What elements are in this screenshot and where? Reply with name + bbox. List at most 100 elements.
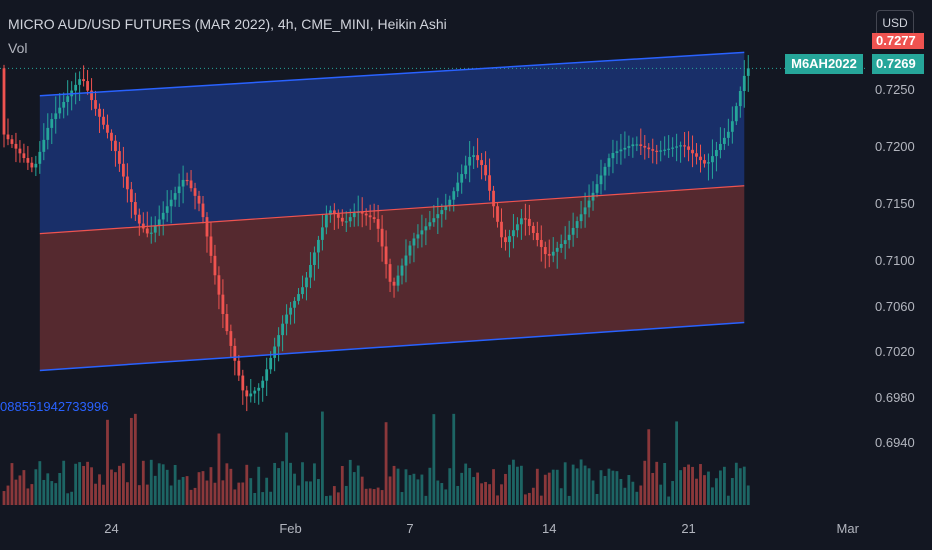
volume-bar xyxy=(579,459,583,505)
volume-bar xyxy=(707,471,710,505)
candle-body xyxy=(30,162,34,168)
candle-body xyxy=(181,179,185,187)
lower-channel-line xyxy=(39,321,745,372)
volume-bar xyxy=(408,475,412,505)
currency-button[interactable]: USD xyxy=(876,10,914,36)
candle-body xyxy=(74,84,78,91)
candle-body xyxy=(392,281,396,286)
volume-bar xyxy=(169,485,173,505)
candle-body xyxy=(58,107,62,114)
price-tick-label: 0.7020 xyxy=(875,344,915,360)
candle-body xyxy=(313,252,316,265)
candle-body xyxy=(114,140,117,152)
volume-bar xyxy=(245,464,249,505)
volume-bar xyxy=(368,488,372,505)
candle-body xyxy=(149,232,153,234)
candle-body xyxy=(78,79,82,85)
volume-bar xyxy=(448,468,452,505)
candle-body xyxy=(400,265,404,276)
time-tick-label: 7 xyxy=(406,521,414,536)
candle-body xyxy=(683,145,686,147)
volume-bar xyxy=(456,485,460,505)
candle-body xyxy=(265,369,269,381)
volume-bar xyxy=(340,466,344,505)
candle-body xyxy=(738,90,742,107)
volume-bar xyxy=(42,479,46,505)
candle-body xyxy=(496,206,499,222)
candle-body xyxy=(26,158,30,163)
candle-body xyxy=(647,147,651,150)
volume-bar xyxy=(523,494,527,505)
candle-body xyxy=(547,254,551,256)
volume-bar xyxy=(384,422,388,505)
volume-bar xyxy=(734,462,738,505)
volume-bar xyxy=(715,478,718,505)
volume-bar xyxy=(201,471,205,505)
candle-body xyxy=(639,144,643,146)
candle-body xyxy=(106,124,109,133)
candle-body xyxy=(86,81,89,91)
candle-body xyxy=(173,193,177,200)
candle-body xyxy=(420,230,424,235)
candle-body xyxy=(583,207,587,215)
volume-bar xyxy=(551,469,555,505)
candle-body xyxy=(14,143,18,149)
candle-body xyxy=(277,335,281,347)
volume-bar xyxy=(651,472,655,505)
volume-bar xyxy=(639,485,643,505)
volume-bar xyxy=(420,474,424,505)
volume-bar xyxy=(444,489,448,505)
volume-bar xyxy=(492,469,495,505)
volume-bar xyxy=(257,466,261,505)
volume-bar xyxy=(659,484,663,505)
candle-body xyxy=(412,238,416,246)
candle-body xyxy=(711,156,714,163)
volume-bar xyxy=(217,433,221,505)
candle-body xyxy=(157,219,161,227)
candle-body xyxy=(380,228,384,247)
volume-bar xyxy=(281,461,284,505)
volume-bar xyxy=(70,491,74,505)
candle-body xyxy=(595,184,599,193)
candle-body xyxy=(424,226,428,231)
volume-bar xyxy=(543,474,547,505)
time-tick-label: 24 xyxy=(104,521,119,536)
volume-bar xyxy=(726,495,730,505)
volume-bar xyxy=(663,462,667,505)
volume-bar xyxy=(512,459,515,505)
volume-bar xyxy=(643,460,647,505)
volume-bar xyxy=(324,496,328,505)
candle-body xyxy=(110,132,113,141)
volume-bar xyxy=(671,481,675,505)
volume-bar xyxy=(344,485,348,505)
candle-body xyxy=(730,121,734,132)
volume-bar xyxy=(221,480,225,505)
volume-bar xyxy=(392,465,396,505)
time-tick-label: 14 xyxy=(542,521,557,536)
candle-body xyxy=(484,165,487,176)
candle-body xyxy=(269,357,273,370)
candle-body xyxy=(408,245,412,256)
volume-bar xyxy=(86,461,89,505)
volume-indicator-label[interactable]: Vol xyxy=(8,40,28,56)
candle-body xyxy=(607,158,611,167)
volume-bar xyxy=(742,466,746,505)
candle-body xyxy=(448,199,452,207)
volume-bar xyxy=(10,463,14,505)
candle-body xyxy=(98,108,101,117)
volume-bar xyxy=(627,475,631,505)
volume-bar xyxy=(595,493,599,505)
candle-body xyxy=(241,375,245,391)
candle-body xyxy=(456,182,460,192)
volume-bar xyxy=(213,482,217,505)
volume-bar xyxy=(599,470,603,505)
middle-channel-line xyxy=(39,185,745,235)
volume-bar xyxy=(321,411,324,505)
candle-body xyxy=(301,287,304,295)
candle-body xyxy=(213,255,217,276)
candle-body xyxy=(643,145,647,148)
candle-body xyxy=(623,147,627,150)
volume-bar xyxy=(22,470,26,505)
